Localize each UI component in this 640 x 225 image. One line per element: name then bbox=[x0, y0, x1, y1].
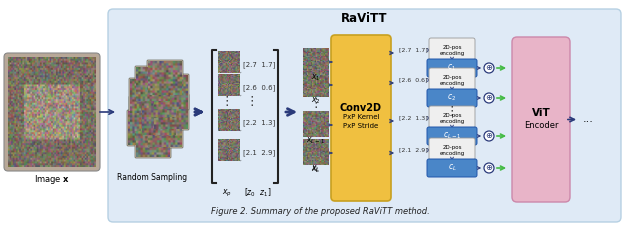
FancyBboxPatch shape bbox=[129, 78, 165, 114]
Text: PxP Stride: PxP Stride bbox=[344, 123, 379, 129]
FancyBboxPatch shape bbox=[141, 82, 177, 118]
Text: ...: ... bbox=[583, 115, 594, 124]
FancyBboxPatch shape bbox=[129, 96, 165, 132]
FancyBboxPatch shape bbox=[427, 89, 477, 107]
Text: $c_1$: $c_1$ bbox=[447, 63, 456, 73]
Text: ,: , bbox=[240, 157, 242, 162]
Text: $c_L$: $c_L$ bbox=[447, 163, 456, 173]
Text: ⋮: ⋮ bbox=[246, 94, 259, 108]
Circle shape bbox=[484, 131, 494, 141]
FancyBboxPatch shape bbox=[108, 9, 621, 222]
Circle shape bbox=[484, 163, 494, 173]
FancyBboxPatch shape bbox=[4, 53, 100, 171]
FancyBboxPatch shape bbox=[512, 37, 570, 202]
Text: $x_L$: $x_L$ bbox=[311, 164, 321, 174]
Text: encoding: encoding bbox=[440, 81, 465, 86]
FancyBboxPatch shape bbox=[331, 35, 391, 201]
Text: Image $\mathbf{x}$: Image $\mathbf{x}$ bbox=[34, 173, 70, 187]
Text: Figure 2. Summary of the proposed RaViTT method.: Figure 2. Summary of the proposed RaViTT… bbox=[211, 207, 429, 216]
Text: [2.7  1.7]: [2.7 1.7] bbox=[399, 47, 428, 52]
FancyBboxPatch shape bbox=[127, 110, 163, 146]
Text: $\oplus$: $\oplus$ bbox=[485, 63, 493, 72]
Text: encoding: encoding bbox=[440, 119, 465, 124]
FancyBboxPatch shape bbox=[135, 122, 171, 158]
Text: ⋮: ⋮ bbox=[445, 106, 458, 119]
Text: 2D-pos: 2D-pos bbox=[442, 45, 461, 50]
FancyBboxPatch shape bbox=[147, 60, 183, 96]
Text: ,: , bbox=[240, 68, 242, 74]
Text: $x_1$: $x_1$ bbox=[311, 73, 321, 83]
FancyBboxPatch shape bbox=[141, 100, 177, 136]
Text: [2.6  0.6]: [2.6 0.6] bbox=[243, 85, 275, 91]
Text: ,: , bbox=[240, 92, 242, 97]
Text: [2.2  1.3]: [2.2 1.3] bbox=[243, 120, 275, 126]
FancyBboxPatch shape bbox=[429, 138, 475, 160]
FancyBboxPatch shape bbox=[429, 38, 475, 60]
Text: [2.1  2.9]: [2.1 2.9] bbox=[399, 148, 428, 153]
Text: $x_p$: $x_p$ bbox=[222, 187, 232, 198]
Text: $c_{L-1}$: $c_{L-1}$ bbox=[443, 131, 461, 141]
Text: Encoder: Encoder bbox=[524, 121, 558, 130]
Text: Conv2D: Conv2D bbox=[340, 103, 382, 113]
FancyBboxPatch shape bbox=[153, 74, 189, 110]
Text: $x_2$: $x_2$ bbox=[311, 96, 321, 106]
Text: encoding: encoding bbox=[440, 52, 465, 56]
Text: Random Sampling: Random Sampling bbox=[117, 173, 187, 182]
Text: $\oplus$: $\oplus$ bbox=[485, 131, 493, 140]
Text: [2.6  0.6]: [2.6 0.6] bbox=[399, 77, 428, 83]
Text: $\oplus$: $\oplus$ bbox=[485, 94, 493, 103]
Text: 2D-pos: 2D-pos bbox=[442, 74, 461, 79]
FancyBboxPatch shape bbox=[153, 94, 189, 130]
Text: ,: , bbox=[240, 126, 242, 131]
Text: $[z_0\ \ z_1]$: $[z_0\ \ z_1]$ bbox=[244, 187, 272, 199]
Text: PxP Kernel: PxP Kernel bbox=[343, 114, 380, 120]
Text: RaViTT: RaViTT bbox=[340, 11, 387, 25]
FancyBboxPatch shape bbox=[427, 127, 477, 145]
Text: 2D-pos: 2D-pos bbox=[442, 144, 461, 149]
FancyBboxPatch shape bbox=[147, 112, 183, 148]
FancyBboxPatch shape bbox=[135, 66, 171, 102]
Text: 2D-pos: 2D-pos bbox=[442, 112, 461, 117]
Text: ⋮: ⋮ bbox=[310, 97, 323, 110]
Text: encoding: encoding bbox=[440, 151, 465, 157]
FancyBboxPatch shape bbox=[429, 106, 475, 128]
Text: $c_2$: $c_2$ bbox=[447, 93, 456, 103]
Text: ViT: ViT bbox=[532, 108, 550, 117]
Text: $x_L$: $x_L$ bbox=[311, 165, 321, 175]
Text: [2.7  1.7]: [2.7 1.7] bbox=[243, 62, 275, 68]
Circle shape bbox=[484, 63, 494, 73]
Text: ⋮: ⋮ bbox=[221, 94, 233, 108]
Text: [2.2  1.3]: [2.2 1.3] bbox=[399, 115, 428, 121]
Text: $\oplus$: $\oplus$ bbox=[485, 164, 493, 173]
FancyBboxPatch shape bbox=[427, 159, 477, 177]
FancyBboxPatch shape bbox=[427, 59, 477, 77]
Text: $x_{L-1}$: $x_{L-1}$ bbox=[307, 136, 326, 146]
Text: [2.1  2.9]: [2.1 2.9] bbox=[243, 150, 275, 156]
FancyBboxPatch shape bbox=[429, 68, 475, 90]
Circle shape bbox=[484, 93, 494, 103]
